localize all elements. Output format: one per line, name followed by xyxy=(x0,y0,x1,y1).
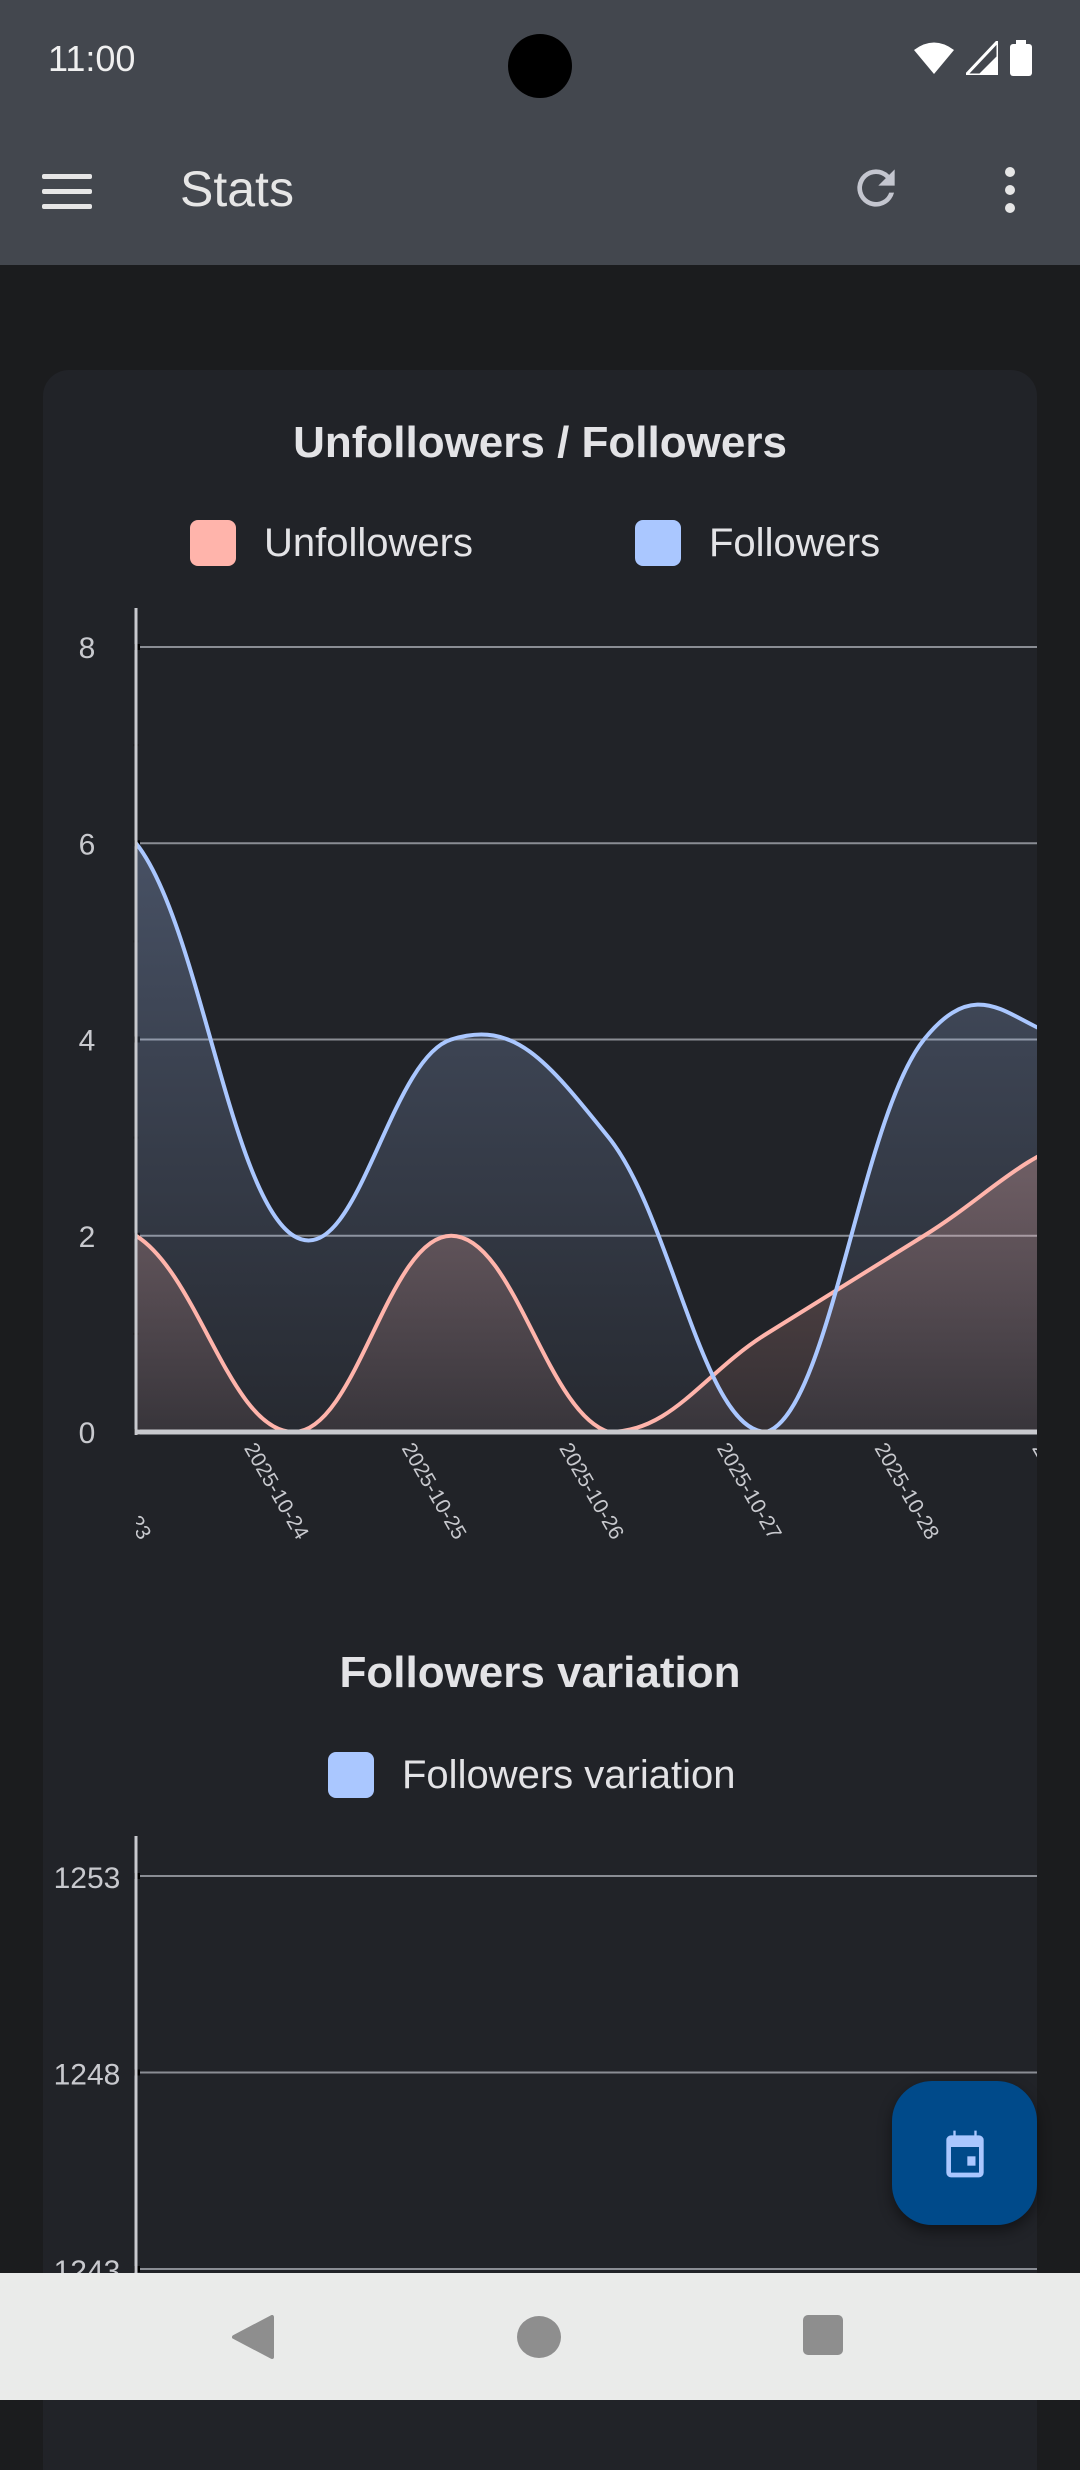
legend-swatch xyxy=(328,1752,374,1798)
y-tick-label: 8 xyxy=(79,632,96,665)
x-tick-label: 2025-10-26 xyxy=(554,1439,628,1544)
navigation-bar xyxy=(0,2273,1080,2400)
plot-area xyxy=(136,841,1037,1435)
x-tick-label: 2025-10-23 xyxy=(82,1439,156,1544)
legend-label: Followers variation xyxy=(402,1752,736,1797)
followers-line xyxy=(136,841,1037,1435)
legend-item-followers[interactable]: Followers xyxy=(635,520,880,566)
status-time: 11:00 xyxy=(48,38,136,79)
y-tick-label: 6 xyxy=(79,828,96,861)
x-tick-label: 2025-10-28 xyxy=(870,1439,944,1544)
followers-area xyxy=(136,843,1037,1432)
y-tick-label: 1253 xyxy=(54,1862,121,1895)
camera-cutout xyxy=(508,34,572,98)
back-icon[interactable] xyxy=(232,2315,276,2359)
legend-swatch xyxy=(190,520,236,566)
x-tick-label: 2025-10-27 xyxy=(712,1439,786,1544)
x-tick-label: 2025-10-24 xyxy=(239,1439,313,1544)
battery-icon xyxy=(1010,40,1032,76)
app-bar: Stats xyxy=(0,130,1080,265)
page-title: Stats xyxy=(180,161,294,217)
x-tick-labels: 2025-10-23 2025-10-24 2025-10-25 2025-10-26… xyxy=(82,1439,1053,1544)
legend-swatch xyxy=(635,520,681,566)
recents-icon[interactable] xyxy=(803,2315,843,2355)
signal-icon xyxy=(966,41,998,75)
date-range-fab[interactable] xyxy=(892,2081,1037,2225)
calendar-icon xyxy=(946,2130,984,2178)
chart-title: Unfollowers / Followers xyxy=(293,418,787,467)
chart-title: Followers variation xyxy=(339,1648,741,1697)
home-icon[interactable] xyxy=(516,2315,562,2359)
y-tick-label: 2 xyxy=(79,1221,96,1254)
x-tick-label: 2025-10-25 xyxy=(397,1439,471,1544)
legend-item-followers-variation[interactable]: Followers variation xyxy=(328,1752,735,1798)
x-tick-label: 2 xyxy=(1027,1439,1053,1461)
y-tick-label: 4 xyxy=(79,1025,96,1058)
more-vertical-icon[interactable] xyxy=(995,162,1025,218)
status-bar: 11:00 xyxy=(0,0,1080,130)
y-tick-label: 0 xyxy=(79,1417,96,1450)
hamburger-menu-icon[interactable] xyxy=(42,174,92,214)
y-tick-label: 1248 xyxy=(54,2059,121,2092)
legend-item-unfollowers[interactable]: Unfollowers xyxy=(190,520,473,566)
wifi-icon xyxy=(914,42,954,74)
legend-label: Unfollowers xyxy=(264,520,473,565)
legend-label: Followers xyxy=(709,520,881,565)
